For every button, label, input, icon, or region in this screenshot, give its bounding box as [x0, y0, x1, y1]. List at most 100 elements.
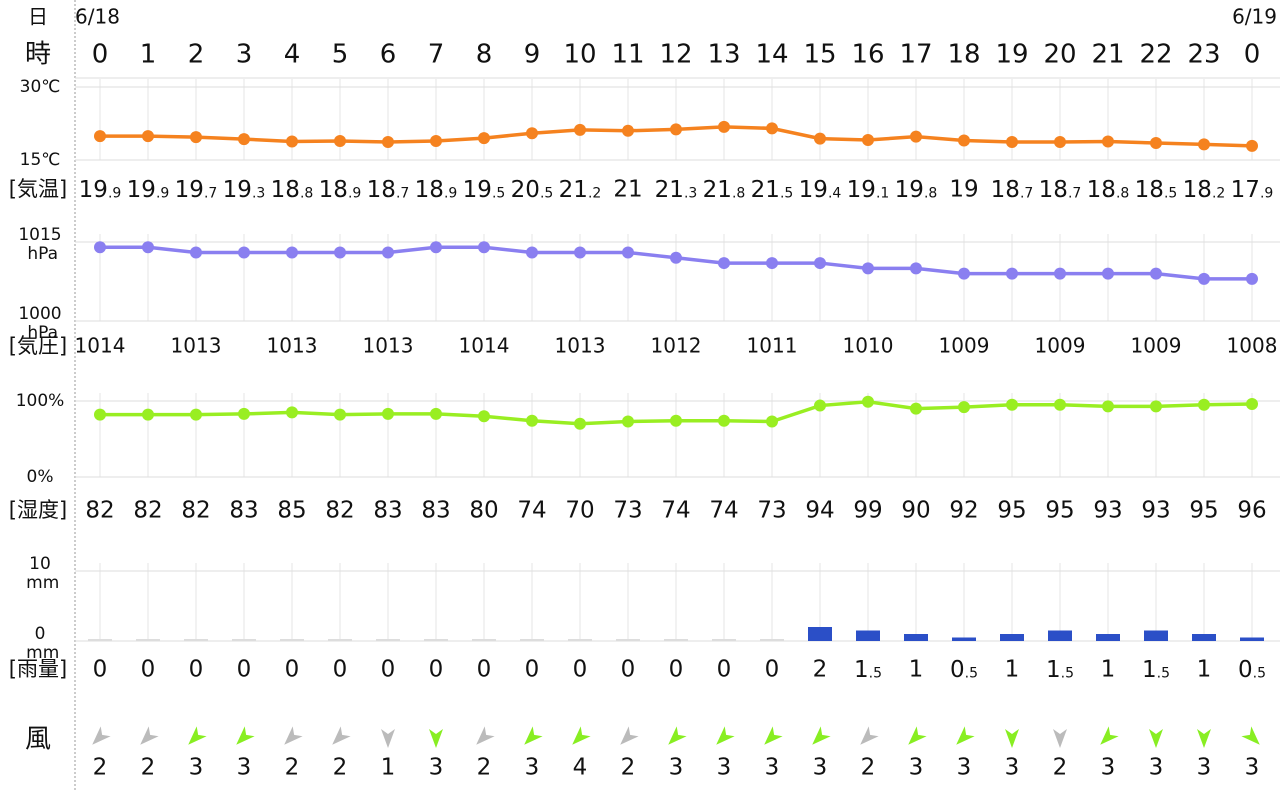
point — [622, 246, 634, 259]
wind-speed: 2 — [141, 755, 156, 781]
point — [670, 414, 682, 427]
point — [1150, 136, 1162, 149]
bar — [1096, 634, 1120, 641]
value-label: 1012 — [651, 334, 702, 358]
hour: 9 — [524, 40, 541, 70]
value-label: 80 — [469, 498, 498, 524]
wind-speed: 2 — [621, 755, 636, 781]
point — [142, 408, 154, 421]
value-label: 19.4 — [799, 177, 842, 203]
point — [286, 246, 298, 259]
value-label: 0 — [621, 657, 636, 683]
point — [1102, 135, 1114, 148]
wind-label: 風 — [25, 725, 51, 755]
wind-arrow — [524, 726, 543, 745]
value-label: 83 — [421, 498, 450, 524]
hour: 3 — [236, 40, 253, 70]
value-label: 82 — [85, 498, 114, 524]
point — [478, 410, 490, 423]
day-label: 日 — [28, 5, 48, 29]
value-label: 0 — [717, 657, 732, 683]
value-label: 74 — [709, 498, 738, 524]
value-label: 82 — [133, 498, 162, 524]
value-label: 73 — [757, 498, 786, 524]
point — [190, 408, 202, 421]
hour: 0 — [92, 40, 109, 70]
point — [1150, 267, 1162, 280]
bar — [760, 639, 784, 641]
value-label: 1009 — [1035, 334, 1086, 358]
point — [382, 135, 394, 148]
point — [430, 135, 442, 148]
point — [430, 241, 442, 254]
bar — [424, 639, 448, 641]
wind-arrow — [572, 726, 591, 745]
point — [334, 135, 346, 148]
value-label: 0 — [429, 657, 444, 683]
point — [862, 262, 874, 275]
hour: 6 — [380, 40, 397, 70]
wind-speed: 2 — [93, 755, 108, 781]
bar — [904, 634, 928, 641]
wind-speed: 2 — [333, 755, 348, 781]
wind-arrow — [284, 726, 303, 745]
value-label: 21.2 — [559, 177, 602, 203]
value-label: 18.9 — [319, 177, 362, 203]
hour: 20 — [1043, 40, 1076, 70]
wind-arrow — [620, 726, 639, 745]
value-label: 1013 — [171, 334, 222, 358]
point — [718, 120, 730, 133]
point — [910, 402, 922, 415]
value-label: 19 — [949, 177, 978, 203]
value-label: 1 — [909, 657, 924, 683]
bar — [568, 639, 592, 641]
value-label: 20.5 — [511, 177, 554, 203]
value-label: 0 — [669, 657, 684, 683]
hour: 17 — [899, 40, 932, 70]
bar — [232, 639, 256, 641]
bar — [952, 637, 976, 641]
hour: 11 — [611, 40, 644, 70]
bar — [184, 639, 208, 641]
point — [958, 134, 970, 147]
hour: 4 — [284, 40, 301, 70]
value-label: 19.7 — [175, 177, 218, 203]
point — [334, 408, 346, 421]
value-label: 74 — [517, 498, 546, 524]
value-label: 0.5 — [950, 657, 978, 683]
bar — [712, 639, 736, 641]
y-tick-label: 1015 hPa — [18, 225, 61, 264]
value-label: 18.8 — [1087, 177, 1130, 203]
wind-arrow — [236, 726, 255, 745]
point — [574, 123, 586, 136]
value-label: 18.9 — [415, 177, 458, 203]
point — [1006, 398, 1018, 411]
bar — [328, 639, 352, 641]
point — [1054, 135, 1066, 148]
bar — [376, 639, 400, 641]
value-label: 19.8 — [895, 177, 938, 203]
point — [862, 134, 874, 147]
value-label: 1011 — [747, 334, 798, 358]
bar — [1048, 630, 1072, 641]
value-label: 90 — [901, 498, 930, 524]
value-label: 0 — [477, 657, 492, 683]
point — [478, 241, 490, 254]
point — [1246, 398, 1258, 411]
wind-arrow — [812, 726, 831, 745]
point — [718, 414, 730, 427]
bar — [616, 639, 640, 641]
point — [1246, 272, 1258, 285]
bar — [808, 627, 832, 641]
value-label: 18.5 — [1135, 177, 1178, 203]
bar — [856, 630, 880, 641]
point — [142, 130, 154, 143]
value-label: 70 — [565, 498, 594, 524]
value-label: 18.7 — [991, 177, 1034, 203]
value-label: 21.3 — [655, 177, 698, 203]
hour: 10 — [563, 40, 596, 70]
value-label: 21 — [613, 177, 642, 203]
y-tick-label: 0 mm — [21, 624, 60, 663]
wind-arrow — [381, 729, 395, 748]
y-tick-label: 100% — [16, 391, 65, 411]
